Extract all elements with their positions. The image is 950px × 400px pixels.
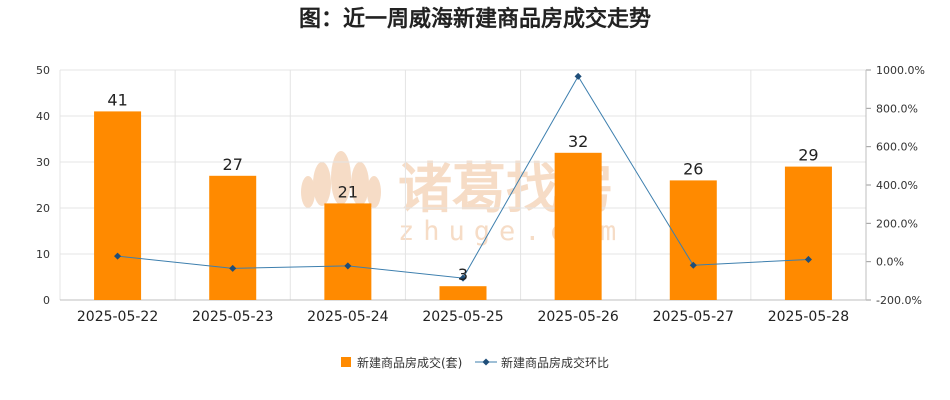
bar-data-label: 26: [683, 159, 703, 178]
y-right-tick-label: 800.0%: [876, 102, 918, 115]
ratio-point: [229, 264, 237, 272]
y-right-tick-label: 200.0%: [876, 217, 918, 230]
ratio-point: [344, 262, 352, 270]
bar: [209, 175, 257, 300]
ratio-line: [114, 72, 812, 282]
ratio-point: [574, 72, 582, 80]
legend-swatch-marker: [482, 358, 490, 366]
bar: [324, 203, 372, 300]
x-tick-label: 2025-05-25: [422, 309, 503, 325]
bar-data-label: 41: [107, 90, 127, 109]
y-right-tick-label: 1000.0%: [876, 64, 925, 77]
x-tick-label: 2025-05-28: [768, 309, 849, 325]
y-left-tick-label: 10: [36, 248, 50, 261]
x-tick-label: 2025-05-24: [307, 309, 388, 325]
y-left-tick-label: 40: [36, 110, 50, 123]
bar-data-label: 27: [223, 155, 243, 174]
y-right-tick-label: 600.0%: [876, 141, 918, 154]
legend-label-line: 新建商品房成交环比: [501, 355, 609, 370]
y-left-tick-label: 30: [36, 156, 50, 169]
ratio-point: [459, 274, 467, 282]
y-left-tick-label: 50: [36, 64, 50, 77]
x-tick-label: 2025-05-26: [537, 309, 618, 325]
watermark-logo: [301, 151, 381, 208]
bar: [94, 111, 142, 301]
bar: [439, 286, 487, 300]
x-tick-label: 2025-05-23: [192, 309, 273, 325]
bar: [554, 152, 602, 300]
y-left-tick-label: 20: [36, 202, 50, 215]
y-left-tick-label: 0: [43, 294, 50, 307]
ratio-point: [689, 261, 697, 269]
y-right-tick-label: -200.0%: [876, 294, 922, 307]
data-labels: 41 27 21 3 32 26 29: [107, 90, 818, 284]
y-right-tick-label: 400.0%: [876, 179, 918, 192]
bar-data-label: 21: [338, 182, 358, 201]
x-tick-label: 2025-05-22: [77, 309, 158, 325]
bar-data-label: 3: [458, 265, 468, 284]
bar-data-label: 32: [568, 132, 588, 151]
chart-title: 图：近一周威海新建商品房成交走势: [299, 6, 651, 32]
ratio-point: [114, 252, 122, 260]
y-right-tick-label: 0.0%: [876, 256, 904, 269]
legend: 新建商品房成交(套) 新建商品房成交环比: [341, 355, 609, 370]
bar: [669, 180, 717, 300]
bar-data-label: 29: [798, 146, 818, 165]
bar: [784, 166, 832, 300]
ratio-point: [804, 255, 812, 263]
legend-swatch-bar: [341, 357, 351, 367]
legend-label-bar: 新建商品房成交(套): [357, 355, 462, 370]
x-tick-label: 2025-05-27: [653, 309, 734, 325]
